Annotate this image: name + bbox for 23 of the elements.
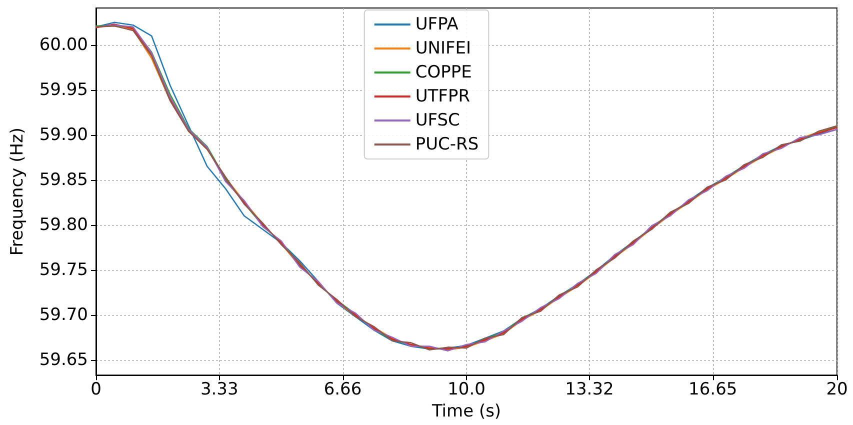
y-tick-label: 59.65 [39, 350, 88, 370]
legend-label: PUC-RS [415, 134, 479, 154]
x-tick-label: 3.33 [200, 380, 238, 400]
legend-label: COPPE [415, 62, 472, 82]
legend-label: UTFPR [415, 86, 470, 106]
legend-label: UFPA [415, 14, 459, 34]
x-tick-label: 20 [826, 380, 848, 400]
x-tick-label: 13.32 [565, 380, 614, 400]
x-tick-label: 0 [90, 380, 102, 400]
y-tick-label: 59.80 [39, 214, 88, 235]
y-tick-label: 59.70 [39, 304, 88, 325]
y-tick-label: 59.75 [39, 260, 88, 280]
x-axis-title: Time (s) [430, 402, 502, 422]
y-axis-title: Frequency (Hz) [8, 127, 28, 256]
legend-label: UNIFEI [415, 38, 472, 58]
y-tick-label: 59.90 [39, 124, 88, 145]
x-tick-label: 10.0 [448, 380, 486, 400]
x-tick-label: 16.65 [688, 380, 738, 400]
legend-label: UFSC [415, 110, 460, 130]
x-tick-label: 6.66 [324, 380, 362, 400]
y-tick-label: 59.95 [39, 80, 88, 100]
y-tick-label: 60.00 [39, 34, 88, 55]
y-tick-label: 59.85 [39, 170, 88, 190]
